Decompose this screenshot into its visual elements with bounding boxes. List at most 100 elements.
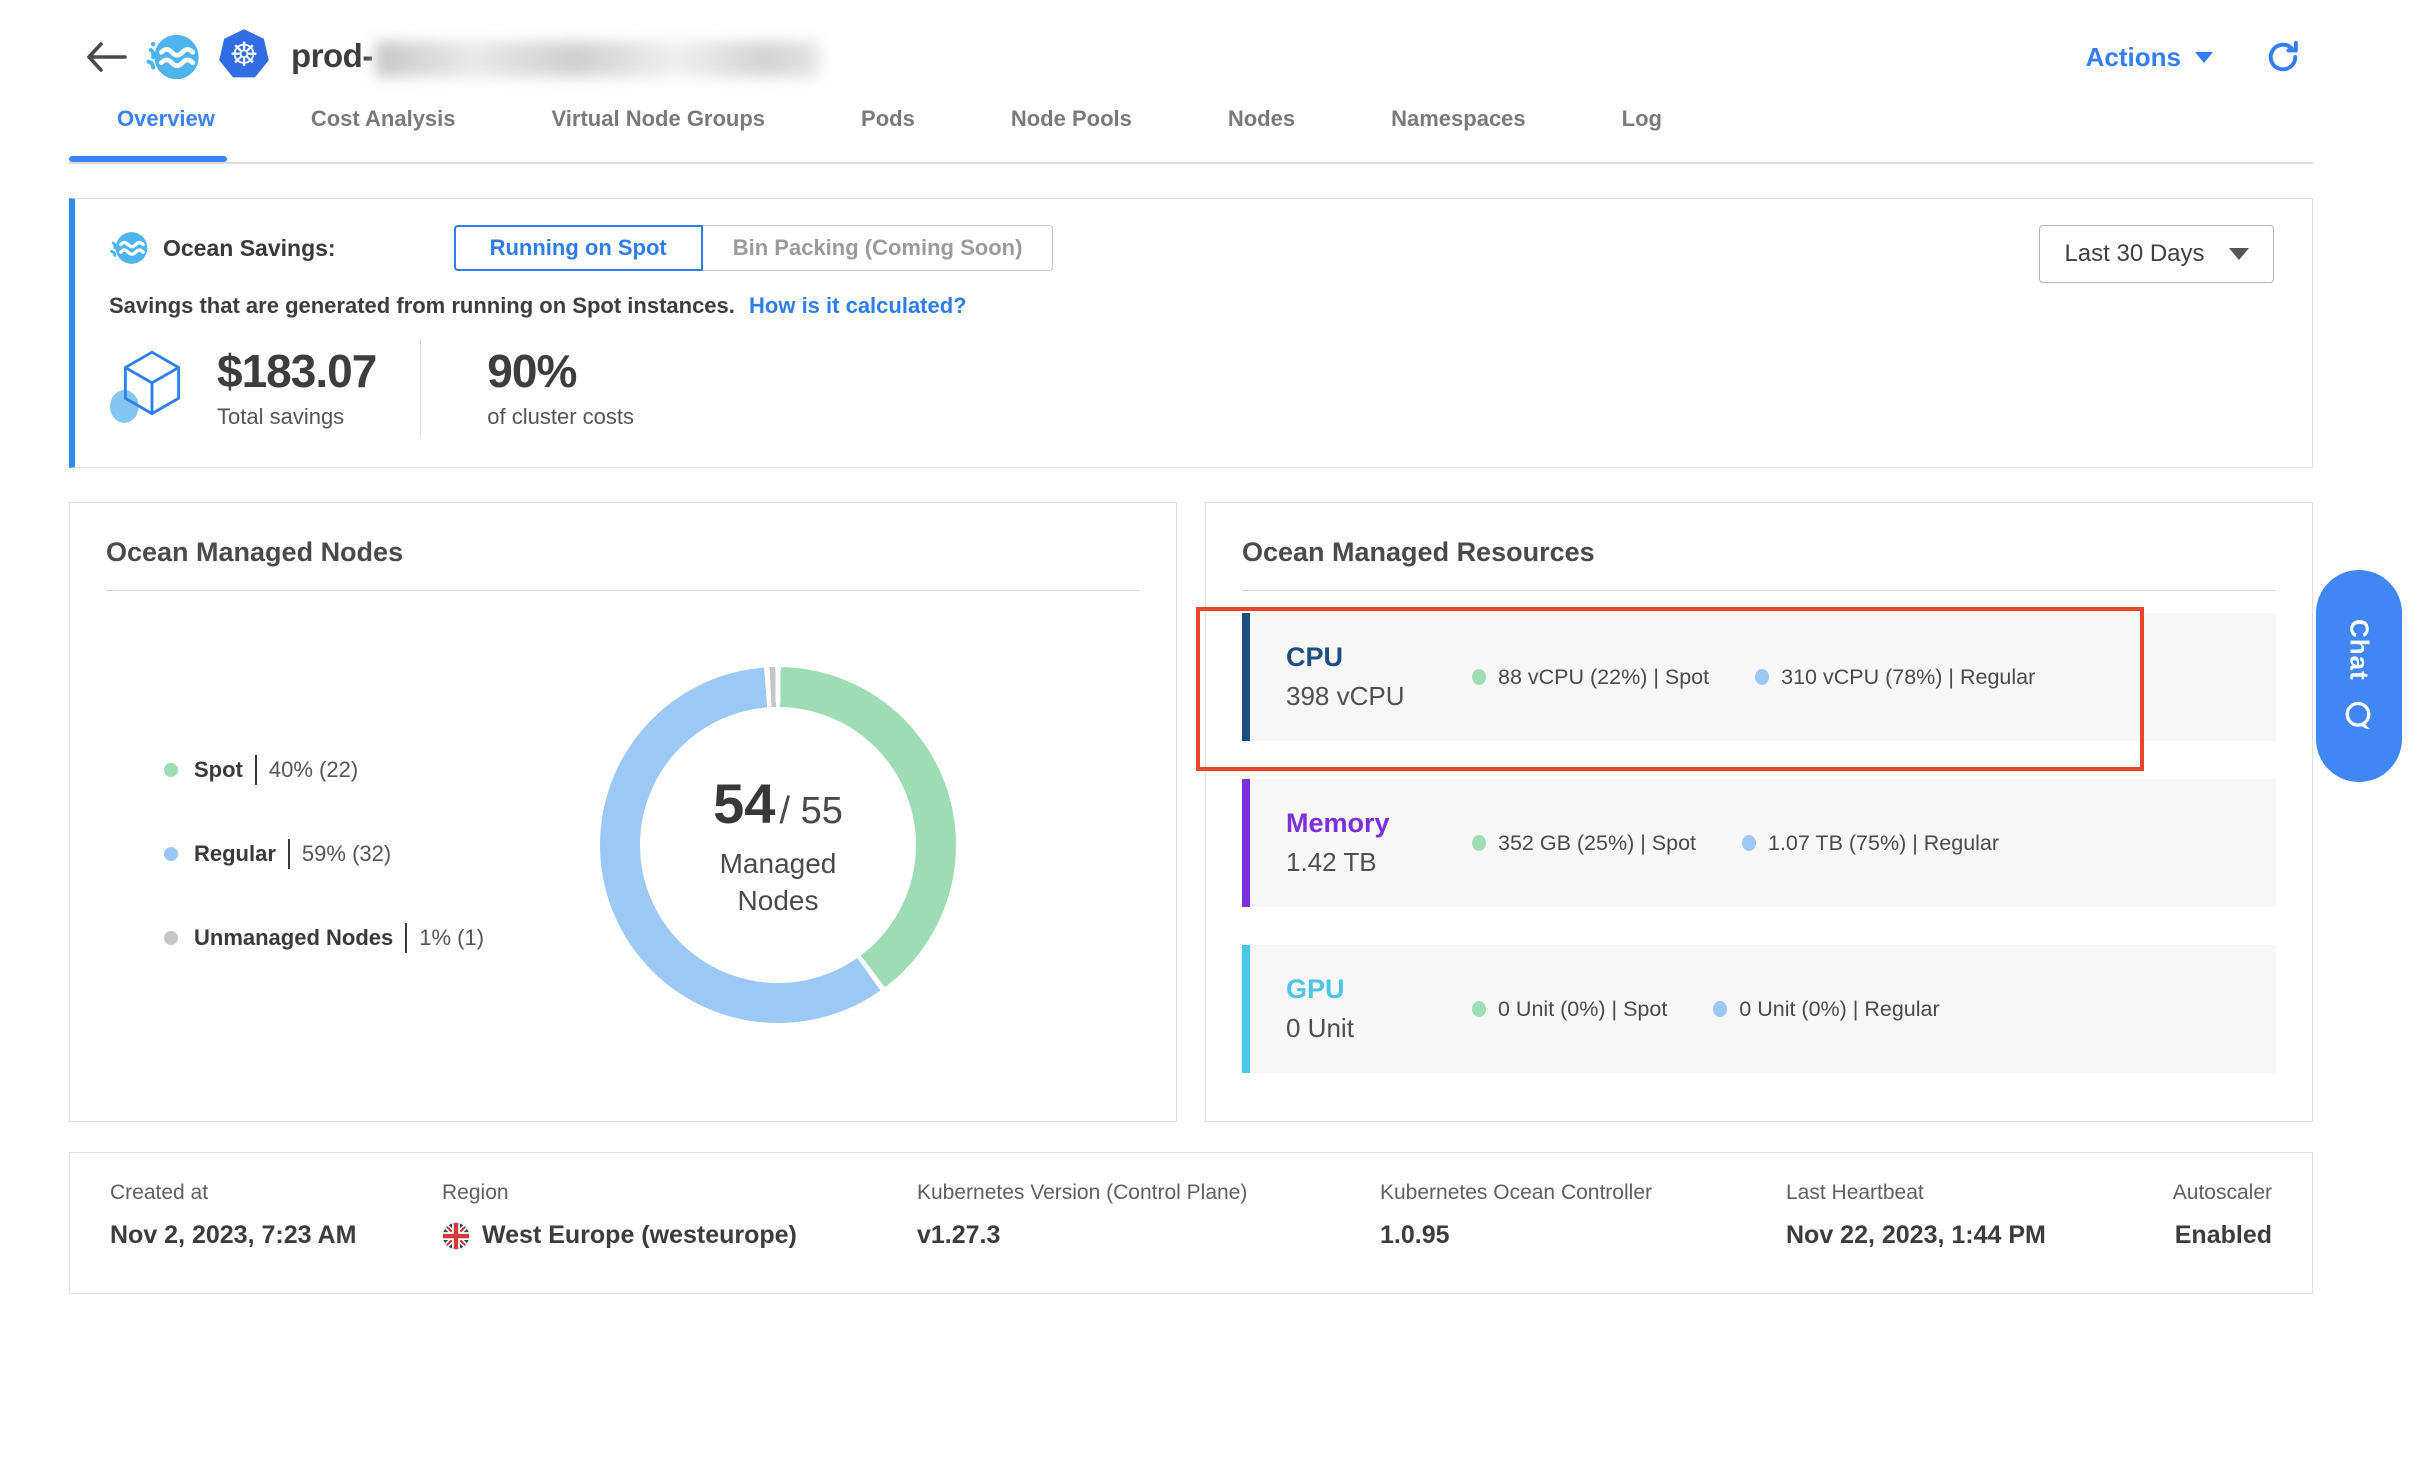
cpu-regular-stat: 310 vCPU (78%) | Regular	[1755, 665, 2035, 690]
tab-namespaces[interactable]: Namespaces	[1391, 100, 1526, 132]
managed-nodes-count: 54	[713, 771, 775, 836]
savings-header-row: Ocean Savings: Running on Spot Bin Packi…	[109, 225, 2274, 271]
chevron-down-icon	[2229, 248, 2249, 260]
footer-label: Region	[442, 1181, 917, 1205]
regular-dot-icon	[1755, 669, 1769, 685]
savings-description: Savings that are generated from running …	[109, 293, 2274, 319]
gpu-regular-text: 0 Unit (0%) | Regular	[1739, 997, 1939, 1022]
legend-item-unmanaged: Unmanaged Nodes 1% (1)	[164, 923, 564, 953]
tab-overview[interactable]: Overview	[117, 100, 215, 132]
footer-ocean-controller: Kubernetes Ocean Controller 1.0.95	[1380, 1181, 1786, 1293]
cluster-cost-percent-block: 90% of cluster costs	[487, 344, 634, 430]
tab-node-pools[interactable]: Node Pools	[1011, 100, 1132, 132]
cpu-regular-text: 310 vCPU (78%) | Regular	[1781, 665, 2035, 690]
legend-value: 40% (22)	[269, 757, 358, 783]
legend-value: 1% (1)	[419, 925, 484, 951]
regular-dot-icon	[1713, 1001, 1727, 1017]
gpu-spot-stat: 0 Unit (0%) | Spot	[1472, 997, 1667, 1022]
donut-center: 54 / 55 Managed Nodes	[640, 707, 916, 983]
footer-created-at: Created at Nov 2, 2023, 7:23 AM	[110, 1181, 442, 1293]
period-dropdown-value: Last 30 Days	[2064, 240, 2204, 268]
footer-value: Nov 2, 2023, 7:23 AM	[110, 1221, 356, 1250]
gpu-regular-stat: 0 Unit (0%) | Regular	[1713, 997, 1939, 1022]
cluster-info-footer: Created at Nov 2, 2023, 7:23 AM Region W…	[69, 1152, 2313, 1294]
divider	[288, 839, 290, 869]
regular-dot-icon	[164, 847, 178, 861]
legend-label: Spot	[194, 757, 243, 783]
tab-virtual-node-groups[interactable]: Virtual Node Groups	[552, 100, 766, 132]
footer-region: Region West Europe (westeurope)	[442, 1181, 917, 1293]
footer-value: Nov 22, 2023, 1:44 PM	[1786, 1221, 2046, 1250]
managed-nodes-donut-chart: 54 / 55 Managed Nodes	[600, 667, 956, 1023]
chat-button[interactable]: Chat	[2316, 570, 2402, 782]
header: ☸ prod- Actions	[69, 0, 2313, 100]
managed-nodes-title: Ocean Managed Nodes	[106, 537, 1140, 568]
gpu-total-value: 0 Unit	[1286, 1013, 1472, 1044]
footer-value: Enabled	[2175, 1221, 2272, 1250]
refresh-icon	[2265, 39, 2301, 75]
cpu-accent-bar	[1242, 613, 1250, 741]
actions-button[interactable]: Actions	[2086, 42, 2213, 73]
actions-label: Actions	[2086, 42, 2181, 73]
footer-label: Kubernetes Version (Control Plane)	[917, 1181, 1380, 1205]
memory-spot-stat: 352 GB (25%) | Spot	[1472, 831, 1696, 856]
resource-row-memory: Memory 1.42 TB 352 GB (25%) | Spot 1.07 …	[1242, 779, 2276, 907]
period-dropdown[interactable]: Last 30 Days	[2039, 225, 2274, 283]
tab-nodes[interactable]: Nodes	[1228, 100, 1295, 132]
ocean-managed-resources-panel: Ocean Managed Resources CPU 398 vCPU 88 …	[1205, 502, 2313, 1122]
spot-dot-icon	[1472, 835, 1486, 851]
total-savings-value: $183.07	[217, 344, 376, 398]
cluster-title-prefix: prod-	[291, 37, 373, 74]
bin-packing-toggle[interactable]: Bin Packing (Coming Soon)	[703, 225, 1054, 271]
ocean-savings-panel: Ocean Savings: Running on Spot Bin Packi…	[69, 198, 2313, 468]
cluster-cost-percent-label: of cluster costs	[487, 404, 634, 430]
managed-resources-title: Ocean Managed Resources	[1242, 537, 2276, 568]
savings-metrics-row: $183.07 Total savings 90% of cluster cos…	[109, 339, 2274, 435]
savings-toggle: Running on Spot Bin Packing (Coming Soon…	[454, 225, 1054, 271]
resource-rows: CPU 398 vCPU 88 vCPU (22%) | Spot 310 vC…	[1242, 613, 2276, 1073]
resource-row-cpu: CPU 398 vCPU 88 vCPU (22%) | Spot 310 vC…	[1242, 613, 2276, 741]
legend-label: Unmanaged Nodes	[194, 925, 393, 951]
chat-button-label: Chat	[2344, 619, 2375, 681]
svg-text:☸: ☸	[229, 35, 258, 73]
footer-value: v1.27.3	[917, 1221, 1000, 1250]
divider	[405, 923, 407, 953]
divider	[255, 755, 257, 785]
footer-k8s-version: Kubernetes Version (Control Plane) v1.27…	[917, 1181, 1380, 1293]
memory-accent-bar	[1242, 779, 1250, 907]
tab-cost-analysis[interactable]: Cost Analysis	[311, 100, 456, 132]
header-actions: Actions	[2086, 39, 2313, 75]
uk-flag-icon	[442, 1222, 470, 1250]
gpu-label: GPU	[1286, 974, 1472, 1005]
footer-last-heartbeat: Last Heartbeat Nov 22, 2023, 1:44 PM	[1786, 1181, 2116, 1293]
tab-bar: Overview Cost Analysis Virtual Node Grou…	[69, 100, 2313, 164]
spot-dot-icon	[1472, 669, 1486, 685]
ocean-logo-icon	[145, 29, 201, 85]
footer-label: Kubernetes Ocean Controller	[1380, 1181, 1786, 1205]
divider	[106, 590, 1140, 591]
regular-dot-icon	[1742, 835, 1756, 851]
tab-log[interactable]: Log	[1622, 100, 1662, 132]
memory-label: Memory	[1286, 808, 1472, 839]
tab-pods[interactable]: Pods	[861, 100, 915, 132]
refresh-button[interactable]	[2265, 39, 2301, 75]
divider	[1242, 590, 2276, 591]
running-on-spot-toggle[interactable]: Running on Spot	[454, 225, 703, 271]
gpu-spot-text: 0 Unit (0%) | Spot	[1498, 997, 1667, 1022]
cpu-label: CPU	[1286, 642, 1472, 673]
page: ☸ prod- Actions Overview Cost Analysis V…	[69, 0, 2313, 1294]
panels-row: Ocean Managed Nodes Spot 40% (22) Regula…	[69, 502, 2313, 1122]
footer-label: Autoscaler	[2173, 1181, 2272, 1205]
total-savings-label: Total savings	[217, 404, 376, 430]
memory-regular-stat: 1.07 TB (75%) | Regular	[1742, 831, 1999, 856]
legend-label: Regular	[194, 841, 276, 867]
total-savings-block: $183.07 Total savings	[217, 344, 376, 430]
footer-autoscaler: Autoscaler Enabled	[2173, 1181, 2272, 1293]
how-calculated-link[interactable]: How is it calculated?	[749, 293, 967, 318]
managed-nodes-total: / 55	[779, 790, 842, 833]
spot-dot-icon	[1472, 1001, 1486, 1017]
unmanaged-dot-icon	[164, 931, 178, 945]
memory-total-value: 1.42 TB	[1286, 847, 1472, 878]
divider	[420, 339, 421, 435]
back-button[interactable]	[85, 40, 129, 74]
